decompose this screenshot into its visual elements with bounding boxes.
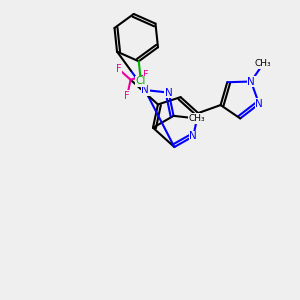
Text: F: F	[124, 91, 130, 101]
Text: CH₃: CH₃	[189, 114, 206, 123]
Text: N: N	[247, 76, 255, 86]
Text: F: F	[143, 70, 149, 80]
Text: N: N	[165, 88, 172, 98]
Text: F: F	[116, 64, 121, 74]
Text: N: N	[255, 99, 263, 109]
Text: CH₃: CH₃	[255, 59, 272, 68]
Text: N: N	[141, 85, 149, 95]
Text: Cl: Cl	[136, 76, 146, 86]
Text: N: N	[189, 131, 197, 141]
